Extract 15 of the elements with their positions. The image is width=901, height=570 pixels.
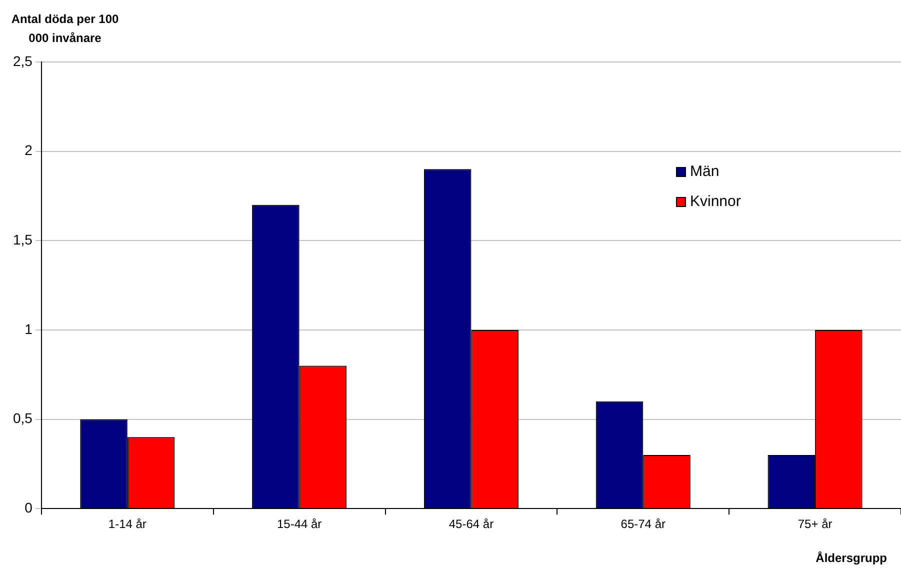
y-tick-label: 2 — [24, 142, 33, 158]
y-tick-label: 1,5 — [12, 232, 33, 248]
y-axis-title: Antal döda per 100 000 invånare — [10, 11, 120, 47]
y-tick-label: 1 — [24, 320, 33, 337]
x-tick-label: 1-14 år — [108, 517, 146, 532]
x-tick-label: 75+ år — [798, 517, 832, 532]
x-tick-label: 65-74 år — [620, 517, 666, 532]
legend-label: Män — [690, 163, 720, 180]
x-axis-title: Åldersgrupp — [816, 551, 887, 565]
y-tick-label: 0 — [24, 499, 33, 516]
y-tick-label: 2,5 — [12, 52, 33, 69]
y-tick-label: 0,5 — [12, 410, 33, 426]
legend-label: Kvinnor — [690, 193, 741, 210]
x-tick-label: 45-64 år — [448, 517, 494, 532]
x-tick-label: 15-44 år — [276, 517, 322, 532]
